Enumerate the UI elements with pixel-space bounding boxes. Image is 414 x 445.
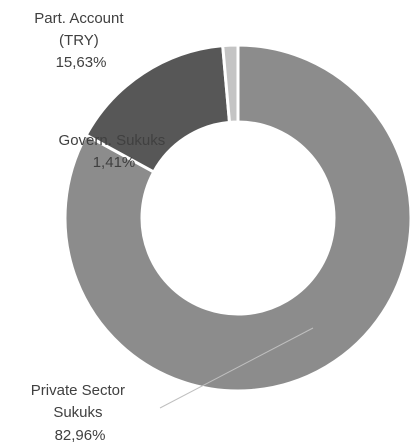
- donut-slices: [63, 43, 413, 393]
- label-govern-sukuks-value: 1,41%: [93, 154, 136, 171]
- label-part-account: Part. Account (TRY) 15,63%: [34, 10, 127, 71]
- label-govern-sukuks: Govern. Sukuks 1,41%: [59, 132, 170, 171]
- label-private-sector: Private Sector Sukuks 82,96%: [31, 382, 129, 444]
- leader-line-private-sector: [159, 327, 314, 409]
- label-part-account-line1: Part. Account: [34, 10, 124, 27]
- slice-govern-sukuks: [221, 43, 240, 125]
- label-part-account-line2: (TRY): [59, 32, 99, 49]
- label-private-sector-line1: Private Sector: [31, 382, 125, 399]
- label-private-sector-line2: Sukuks: [53, 404, 102, 421]
- label-private-sector-value: 82,96%: [55, 427, 106, 444]
- label-part-account-value: 15,63%: [56, 54, 107, 71]
- slice-private-sector-sukuks: [63, 43, 413, 393]
- label-govern-sukuks-line1: Govern. Sukuks: [59, 132, 166, 149]
